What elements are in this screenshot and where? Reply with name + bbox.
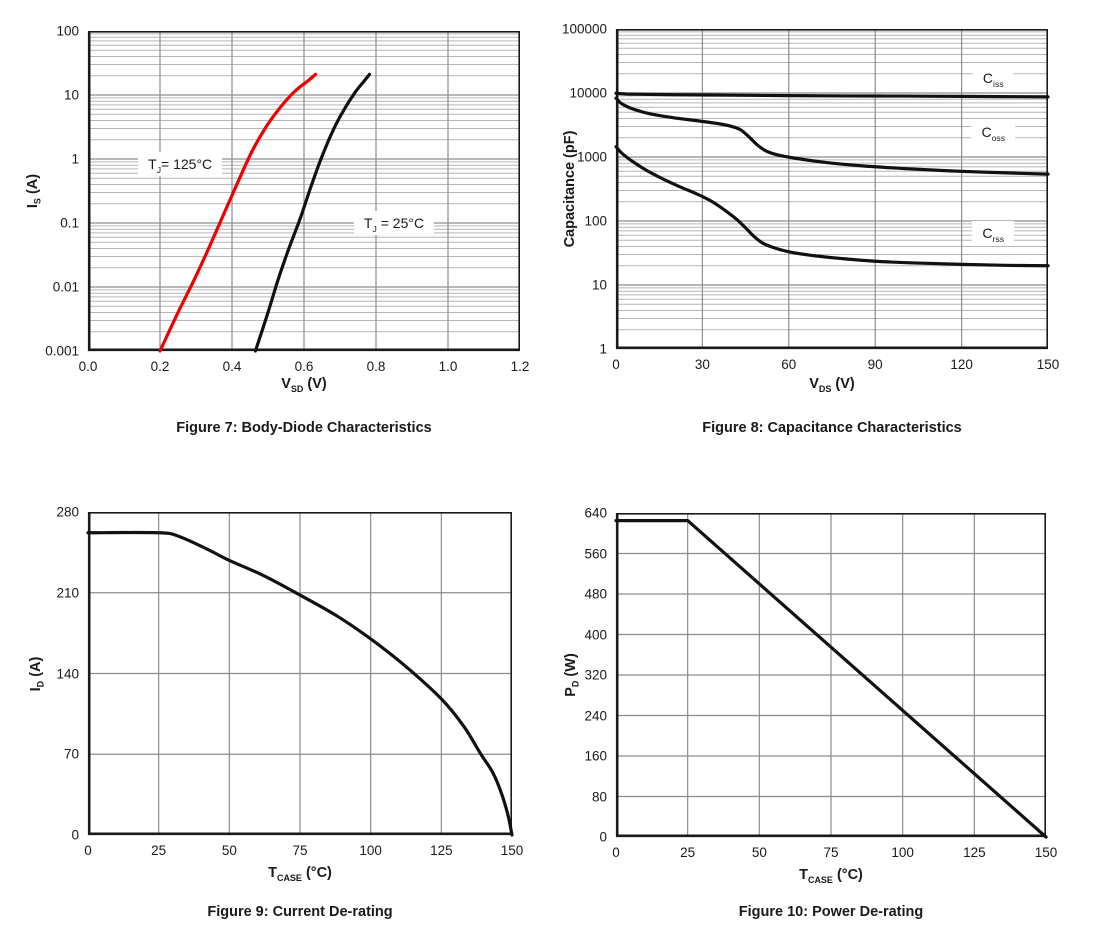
y-axis-label: PD (W) [562,653,581,697]
x-tick-label: 0 [612,357,620,372]
x-tick-label: 25 [680,845,696,860]
y-tick-label: 560 [584,545,607,561]
annotation-label-ciss: Ciss [972,66,1014,91]
subscript: D [35,680,46,687]
y-tick-label: 280 [56,504,79,520]
subscript: D [570,680,581,688]
curve-coss [614,96,1050,176]
figure-10-plot [614,513,1048,839]
x-tick-label: 150 [1036,357,1060,372]
x-axis-label: TCASE (°C) [268,865,332,883]
y-tick-label: 1000 [576,149,607,165]
x-tick-label: 0 [84,843,92,858]
figure-9-plot [86,512,514,837]
subscript: SD [290,383,304,394]
x-tick-label: 0.2 [150,359,170,374]
figure-caption: Figure 9: Current De-rating [207,904,393,920]
x-tick-label: 150 [500,843,524,858]
curve-pd-derating [614,518,1048,839]
x-tick-label: 60 [781,357,797,372]
annotation-label-tj-125c: TJ= 125°C [138,152,223,177]
subscript: CASE [807,874,833,885]
y-tick-label: 480 [584,586,607,602]
x-tick-label: 100 [359,843,382,858]
y-axis-label: ID (A) [27,656,46,691]
figure-caption: Figure 8: Capacitance Characteristics [702,420,962,436]
y-tick-label: 210 [56,585,79,600]
y-tick-label: 320 [584,667,607,683]
y-tick-label: 0.001 [45,343,79,359]
y-tick-label: 400 [584,626,607,642]
y-tick-label: 80 [591,788,607,804]
subscript: CASE [276,872,302,883]
x-axis-label: VSD (V) [281,376,327,394]
y-tick-label: 0 [71,827,79,843]
x-tick-label: 125 [963,845,986,860]
y-tick-label: 10000 [569,85,607,101]
y-tick-label: 0.01 [52,279,79,295]
subscript: oss [991,132,1006,143]
y-tick-label: 140 [56,665,79,681]
subscript: DS [818,383,832,394]
curve-tj-25c [253,72,372,353]
x-tick-label: 25 [151,843,167,858]
annotation-label-tj-25c: TJ = 25°C [353,211,435,235]
annotation-label-crss: Crss [972,220,1015,245]
x-tick-label: 0.6 [294,359,314,374]
curve-ciss [614,91,1050,99]
y-axis-label: IS (A) [24,173,43,209]
y-tick-label: 0.1 [60,215,79,231]
y-tick-label: 10 [591,277,607,293]
y-tick-label: 640 [584,505,607,521]
x-tick-label: 125 [430,843,453,858]
x-tick-label: 0.8 [366,359,386,374]
x-tick-label: 90 [867,357,883,372]
y-tick-label: 100000 [561,21,607,37]
x-tick-label: 50 [751,845,767,860]
figure-caption: Figure 7: Body-Diode Characteristics [176,420,432,436]
subscript: rss [992,233,1005,244]
y-tick-label: 70 [63,746,79,762]
figure-7-plot [87,31,520,353]
y-tick-label: 100 [56,23,79,39]
x-tick-label: 1.0 [438,359,458,374]
x-tick-label: 150 [1034,845,1058,860]
y-tick-label: 0 [599,829,607,845]
x-tick-label: 75 [823,845,839,860]
y-tick-label: 1 [599,341,607,357]
y-axis-label: Capacitance (pF) [561,130,578,248]
x-axis-label: VDS (V) [809,376,855,394]
y-tick-label: 240 [584,707,607,723]
y-tick-label: 100 [584,213,607,229]
subscript: J [372,223,377,234]
x-tick-label: 1.2 [510,359,530,374]
curve-crss [614,145,1050,268]
x-tick-label: 100 [891,845,914,860]
figure-caption: Figure 10: Power De-rating [738,904,924,920]
subscript: iss [993,79,1004,90]
annotation-label-coss: Coss [971,119,1016,144]
x-tick-label: 30 [694,357,710,372]
curve-id-derating [86,530,514,837]
x-tick-label: 0.4 [222,359,242,374]
x-tick-label: 75 [292,843,308,858]
x-tick-label: 120 [950,357,973,372]
y-tick-label: 10 [63,87,79,103]
y-tick-label: 1 [71,151,79,167]
x-tick-label: 0 [612,845,620,860]
x-tick-label: 50 [221,843,237,858]
x-tick-label: 0.0 [78,359,98,374]
y-tick-label: 160 [584,748,607,764]
x-axis-label: TCASE (°C) [799,867,863,885]
curve-tj-125c [158,72,318,353]
subscript: S [32,198,43,205]
subscript: J [156,164,162,175]
